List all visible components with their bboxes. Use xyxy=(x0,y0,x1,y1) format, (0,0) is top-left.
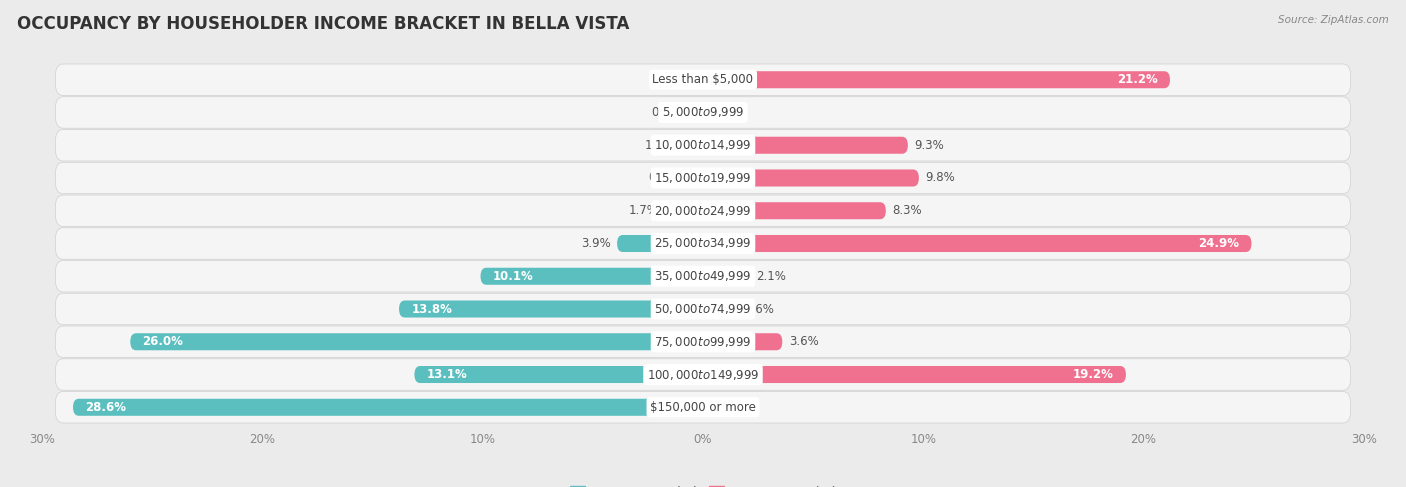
Text: 26.0%: 26.0% xyxy=(142,335,184,348)
FancyBboxPatch shape xyxy=(399,300,703,318)
FancyBboxPatch shape xyxy=(696,71,703,88)
Text: $100,000 to $149,999: $100,000 to $149,999 xyxy=(647,368,759,381)
Text: $75,000 to $99,999: $75,000 to $99,999 xyxy=(654,335,752,349)
Text: $15,000 to $19,999: $15,000 to $19,999 xyxy=(654,171,752,185)
Text: 1.0%: 1.0% xyxy=(644,139,675,152)
Text: Source: ZipAtlas.com: Source: ZipAtlas.com xyxy=(1278,15,1389,25)
Text: 0.35%: 0.35% xyxy=(652,73,689,86)
FancyBboxPatch shape xyxy=(55,195,1351,226)
FancyBboxPatch shape xyxy=(55,326,1351,357)
FancyBboxPatch shape xyxy=(703,169,920,187)
Text: $150,000 or more: $150,000 or more xyxy=(650,401,756,414)
Text: 0.0%: 0.0% xyxy=(710,106,740,119)
Text: 3.9%: 3.9% xyxy=(581,237,610,250)
Text: 0.52%: 0.52% xyxy=(648,171,685,185)
FancyBboxPatch shape xyxy=(55,359,1351,390)
Text: 19.2%: 19.2% xyxy=(1073,368,1114,381)
FancyBboxPatch shape xyxy=(703,333,782,350)
FancyBboxPatch shape xyxy=(681,137,703,154)
Text: 13.1%: 13.1% xyxy=(427,368,468,381)
Text: 2.1%: 2.1% xyxy=(756,270,786,283)
FancyBboxPatch shape xyxy=(692,169,703,187)
FancyBboxPatch shape xyxy=(73,399,703,416)
Text: $50,000 to $74,999: $50,000 to $74,999 xyxy=(654,302,752,316)
FancyBboxPatch shape xyxy=(55,130,1351,161)
FancyBboxPatch shape xyxy=(688,104,703,121)
FancyBboxPatch shape xyxy=(703,137,908,154)
FancyBboxPatch shape xyxy=(703,268,749,285)
Text: $20,000 to $24,999: $20,000 to $24,999 xyxy=(654,204,752,218)
Legend: Owner-occupied, Renter-occupied: Owner-occupied, Renter-occupied xyxy=(565,481,841,487)
FancyBboxPatch shape xyxy=(55,97,1351,128)
Text: $35,000 to $49,999: $35,000 to $49,999 xyxy=(654,269,752,283)
Text: Less than $5,000: Less than $5,000 xyxy=(652,73,754,86)
FancyBboxPatch shape xyxy=(703,235,1251,252)
Text: 24.9%: 24.9% xyxy=(1198,237,1239,250)
FancyBboxPatch shape xyxy=(131,333,703,350)
Text: 3.6%: 3.6% xyxy=(789,335,818,348)
Text: 0.7%: 0.7% xyxy=(651,106,681,119)
Text: 9.8%: 9.8% xyxy=(925,171,955,185)
Text: $5,000 to $9,999: $5,000 to $9,999 xyxy=(662,106,744,119)
FancyBboxPatch shape xyxy=(703,71,1170,88)
FancyBboxPatch shape xyxy=(703,202,886,219)
Text: 0.0%: 0.0% xyxy=(710,401,740,414)
FancyBboxPatch shape xyxy=(617,235,703,252)
FancyBboxPatch shape xyxy=(703,366,1126,383)
FancyBboxPatch shape xyxy=(55,261,1351,292)
FancyBboxPatch shape xyxy=(703,300,738,318)
Text: 8.3%: 8.3% xyxy=(893,204,922,217)
Text: 28.6%: 28.6% xyxy=(86,401,127,414)
FancyBboxPatch shape xyxy=(55,293,1351,325)
FancyBboxPatch shape xyxy=(55,64,1351,95)
Text: 21.2%: 21.2% xyxy=(1116,73,1157,86)
Text: OCCUPANCY BY HOUSEHOLDER INCOME BRACKET IN BELLA VISTA: OCCUPANCY BY HOUSEHOLDER INCOME BRACKET … xyxy=(17,15,630,33)
FancyBboxPatch shape xyxy=(481,268,703,285)
Text: $10,000 to $14,999: $10,000 to $14,999 xyxy=(654,138,752,152)
Text: $25,000 to $34,999: $25,000 to $34,999 xyxy=(654,237,752,250)
Text: 9.3%: 9.3% xyxy=(914,139,945,152)
FancyBboxPatch shape xyxy=(415,366,703,383)
FancyBboxPatch shape xyxy=(665,202,703,219)
Text: 10.1%: 10.1% xyxy=(494,270,534,283)
FancyBboxPatch shape xyxy=(55,228,1351,259)
FancyBboxPatch shape xyxy=(55,162,1351,194)
Text: 13.8%: 13.8% xyxy=(412,302,453,316)
Text: 1.6%: 1.6% xyxy=(745,302,775,316)
FancyBboxPatch shape xyxy=(55,392,1351,423)
Text: 1.7%: 1.7% xyxy=(628,204,659,217)
